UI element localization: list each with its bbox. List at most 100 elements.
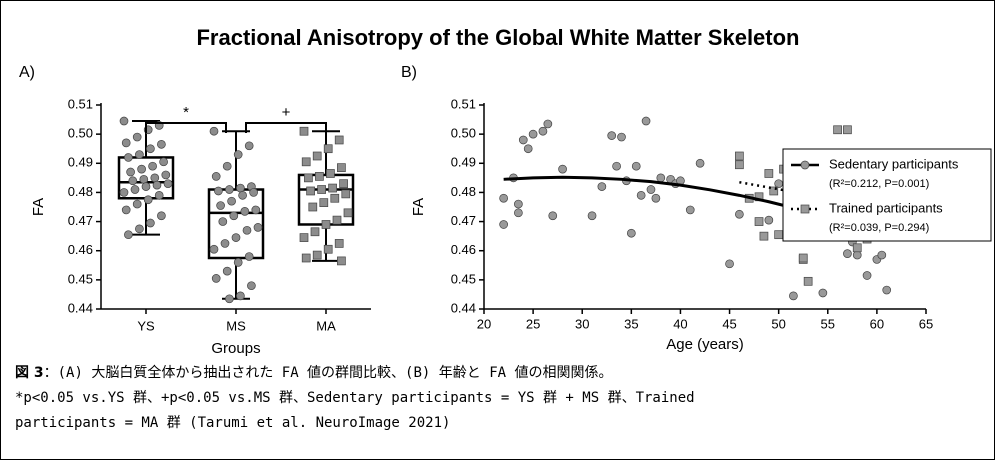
point: [126, 167, 135, 177]
point: [798, 253, 808, 263]
caption-line: *p<0.05 vs.YS 群、+p<0.05 vs.MS 群、Sedentar…: [15, 390, 695, 406]
point: [308, 202, 318, 212]
point: [528, 129, 538, 139]
panel-label: B): [401, 64, 417, 81]
point: [685, 205, 695, 215]
point: [323, 244, 333, 254]
point: [124, 230, 133, 240]
legend-stat: (R²=0.039, P=0.294): [829, 222, 929, 234]
point: [146, 218, 155, 228]
significance-label: *: [183, 104, 189, 121]
point: [518, 135, 528, 145]
point: [301, 157, 311, 167]
point: [312, 151, 322, 161]
point: [651, 193, 661, 203]
point: [220, 239, 230, 248]
point: [754, 217, 764, 226]
point: [137, 164, 146, 174]
point: [877, 250, 887, 260]
x-tick-label: 30: [575, 316, 589, 331]
point: [317, 185, 326, 194]
point: [330, 193, 340, 203]
point: [334, 135, 344, 145]
point: [852, 250, 862, 260]
point: [227, 196, 236, 206]
y-tick-label: 0.46: [451, 242, 476, 257]
point: [236, 183, 245, 193]
point: [862, 271, 872, 280]
y-axis-label: FA: [410, 198, 427, 216]
point: [607, 131, 617, 140]
y-tick-label: 0.44: [68, 300, 93, 315]
point: [656, 173, 666, 183]
caption-label: 図 3: [15, 365, 44, 381]
point: [597, 182, 607, 191]
point: [244, 141, 254, 151]
point: [774, 230, 784, 240]
point: [587, 211, 597, 221]
y-tick-label: 0.46: [68, 242, 93, 257]
point: [146, 144, 155, 154]
point: [337, 256, 346, 266]
point: [157, 139, 166, 149]
point: [646, 185, 656, 194]
point: [538, 126, 548, 136]
y-tick-label: 0.49: [451, 155, 476, 170]
point: [236, 291, 245, 301]
point: [121, 205, 131, 215]
point: [769, 186, 779, 196]
point: [499, 220, 508, 229]
point: [735, 151, 744, 161]
point: [631, 161, 641, 171]
y-tick-label: 0.47: [68, 213, 93, 228]
x-tick-label: 20: [477, 316, 491, 331]
point: [229, 211, 239, 221]
point: [328, 183, 337, 193]
x-tick-label: 60: [870, 316, 884, 331]
point: [514, 208, 523, 218]
point: [218, 217, 228, 226]
point: [818, 288, 828, 298]
legend-marker: [800, 204, 810, 214]
significance-bracket: [245, 122, 327, 133]
y-tick-label: 0.44: [451, 300, 476, 315]
point: [148, 161, 157, 171]
point: [304, 173, 313, 183]
point: [121, 138, 131, 148]
point: [636, 190, 646, 200]
point: [301, 253, 311, 263]
point: [152, 180, 162, 190]
point: [641, 116, 651, 126]
point: [119, 116, 129, 126]
point: [159, 157, 168, 167]
legend-label: Sedentary participants: [829, 156, 959, 171]
point: [323, 144, 333, 154]
point: [337, 163, 346, 173]
legend-stat: (R²=0.212, P=0.001): [829, 178, 929, 190]
x-tick-label: 40: [673, 316, 687, 331]
point: [774, 179, 784, 189]
point: [163, 179, 173, 189]
point: [233, 258, 243, 267]
point: [319, 198, 329, 207]
point: [789, 291, 798, 301]
point: [124, 153, 133, 162]
point: [341, 189, 351, 199]
point: [626, 228, 636, 238]
point: [132, 132, 142, 142]
x-tick-label: MA: [316, 318, 336, 333]
point: [339, 179, 348, 189]
point: [299, 126, 309, 136]
point: [247, 281, 256, 291]
point: [759, 231, 769, 241]
x-axis-label: Age (years): [666, 336, 744, 353]
point: [135, 224, 144, 234]
x-tick-label: 55: [821, 316, 835, 331]
point: [143, 195, 153, 205]
x-tick-label: 50: [771, 316, 785, 331]
point: [548, 211, 558, 221]
point: [209, 244, 219, 254]
y-tick-label: 0.50: [68, 126, 93, 141]
point: [332, 215, 342, 225]
point: [139, 174, 149, 184]
